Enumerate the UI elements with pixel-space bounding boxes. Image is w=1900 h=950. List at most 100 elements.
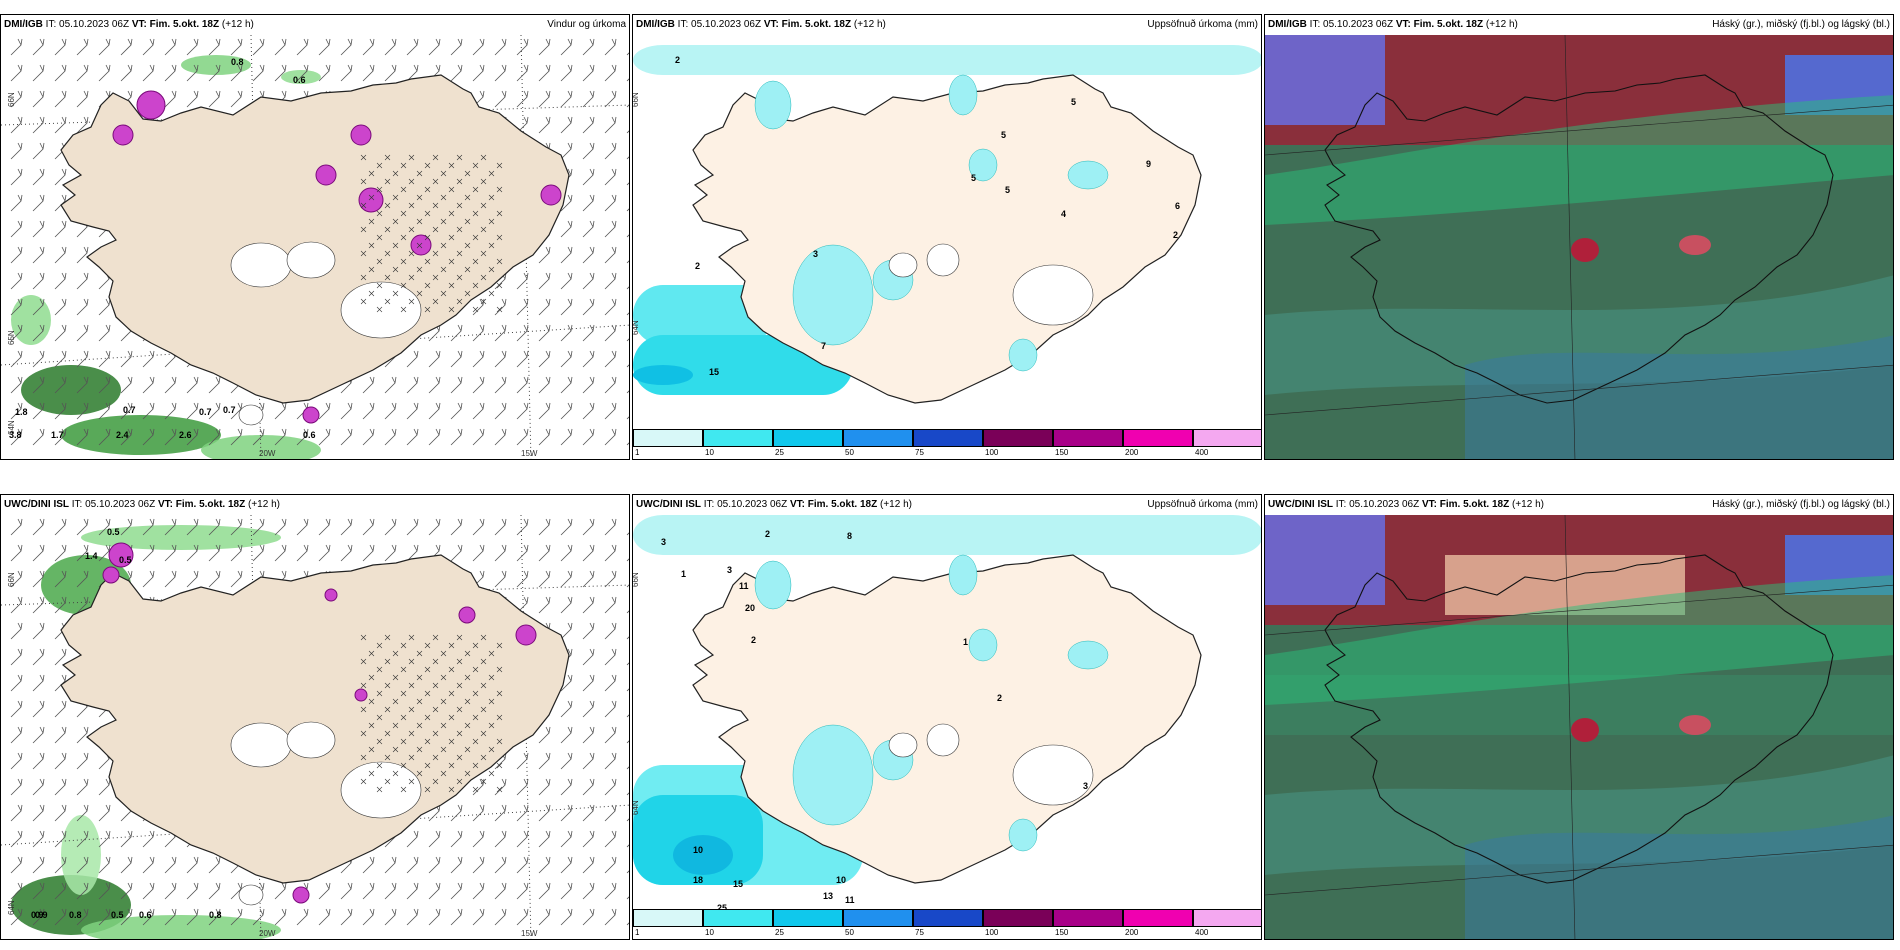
wind-barb: [560, 220, 573, 238]
wind-barb: [164, 518, 177, 536]
colorbar-tick-label: 25: [775, 448, 784, 457]
wind-barb: [604, 246, 617, 264]
wind-barb: [560, 272, 573, 290]
wind-barb: [626, 52, 629, 56]
wind-barb: [362, 544, 375, 562]
wind-barb: [32, 596, 45, 614]
wind-barb: [98, 544, 111, 562]
wind-barb: [516, 544, 529, 562]
value-label: 9: [1146, 159, 1152, 169]
wind-barb: [604, 194, 617, 212]
wind-barb: [98, 830, 111, 848]
value-label: 3.8: [9, 430, 22, 440]
init-time: IT: 05.10.2023 06Z: [1335, 499, 1420, 510]
panel-header: DMI/IGB IT: 05.10.2023 06Z VT: Fim. 5.ok…: [1265, 15, 1893, 35]
wind-barb: [538, 804, 551, 822]
wind-barb: [538, 544, 551, 562]
wind-barb: [32, 648, 45, 666]
wind-barb: [230, 570, 243, 588]
value-label: 20: [745, 603, 756, 613]
wind-barb: [516, 38, 529, 56]
wind-barb: [10, 518, 23, 536]
wind-barb: [626, 636, 629, 640]
map-area[interactable]: 0.8 0.6 1.8 0.7 0.7 0.7 3.8 1.7 2.4 2.6 0.6 20W 15W 6…: [1, 35, 629, 459]
wind-barb: [186, 518, 199, 536]
wind-barb: [582, 402, 595, 420]
wind-barb: [76, 570, 89, 588]
wind-barb: [560, 830, 573, 848]
wind-barb: [472, 350, 485, 368]
wind-barb: [516, 830, 529, 848]
wind-barb: [428, 830, 441, 848]
wind-barb: [296, 518, 309, 536]
wind-barb: [10, 856, 23, 874]
wind-barb: [450, 856, 463, 874]
map-area[interactable]: [1265, 35, 1893, 459]
value-label: 18: [693, 875, 704, 885]
wind-barb: [538, 324, 551, 342]
map-area[interactable]: [1265, 515, 1893, 939]
wind-barb: [604, 674, 617, 692]
wind-barb: [560, 350, 573, 368]
wind-barb: [76, 38, 89, 56]
wind-barb: [120, 38, 133, 56]
wind-barb: [208, 376, 221, 394]
wind-barb: [10, 622, 23, 640]
wind-barb: [10, 570, 23, 588]
wind-barb: [274, 402, 287, 420]
wind-barb: [384, 544, 397, 562]
map-area[interactable]: 328131120212310181525291011136366N64N: [633, 515, 1261, 939]
wind-barb: [98, 856, 111, 874]
value-label: 1.8: [15, 407, 28, 417]
wind-barb: [516, 376, 529, 394]
colorbar-tick-label: 200: [1125, 928, 1139, 937]
field-title: Uppsöfnuð úrkoma (mm): [1147, 499, 1258, 510]
wind-barb: [340, 402, 353, 420]
wind-barb: [538, 778, 551, 796]
wind-barb: [98, 402, 111, 420]
wind-barb: [186, 428, 199, 446]
value-label: 0.5: [111, 910, 124, 920]
wind-barb: [98, 908, 111, 926]
wind-barb: [10, 324, 23, 342]
wind-barb: [626, 922, 629, 926]
panel-header: DMI/IGB IT: 05.10.2023 06Z VT: Fim. 5.ok…: [1, 15, 629, 35]
wind-barb: [406, 882, 419, 900]
iceland-landmass: [60, 74, 570, 404]
wind-barb: [516, 324, 529, 342]
wind-barb: [296, 38, 309, 56]
wind-barb: [10, 376, 23, 394]
wind-barb: [54, 168, 67, 186]
init-time: IT: 05.10.2023 06Z: [703, 499, 788, 510]
colorbar-swatch: [1053, 429, 1123, 447]
coordinate-tick: 20W: [259, 449, 276, 458]
wind-barb: [626, 584, 629, 588]
map-area[interactable]: 0.5 1.4 0.5 0.9 0.9 0.8 0.5 0.6 0.8 20W 15W 66N 64N: [1, 515, 629, 939]
model-source: DMI/IGB: [1268, 19, 1307, 30]
wind-barb: [428, 376, 441, 394]
wind-barb: [76, 596, 89, 614]
wind-barb: [406, 376, 419, 394]
wind-barb: [450, 882, 463, 900]
wind-barb: [164, 570, 177, 588]
map-area[interactable]: 255559463227153066N64N: [633, 35, 1261, 459]
wind-barb: [560, 298, 573, 316]
wind-barb: [494, 778, 507, 796]
wind-barb: [494, 298, 507, 316]
value-label: 2: [675, 55, 681, 65]
wind-barb: [582, 700, 595, 718]
wind-barb: [54, 220, 67, 238]
colorbar-tick-label: 150: [1055, 928, 1069, 937]
wind-barb: [10, 674, 23, 692]
wind-barb: [604, 428, 617, 446]
wind-barb: [362, 882, 375, 900]
wind-barb: [32, 116, 45, 134]
field-title: Uppsöfnuð úrkoma (mm): [1147, 19, 1258, 30]
wind-barb: [626, 390, 629, 394]
wind-barb: [10, 246, 23, 264]
field-title: Háský (gr.), miðský (fj.bl.) og lágský (…: [1712, 499, 1890, 510]
wind-barb: [32, 376, 45, 394]
wind-barb: [142, 64, 155, 82]
wind-barb: [164, 38, 177, 56]
wind-barb: [318, 518, 331, 536]
